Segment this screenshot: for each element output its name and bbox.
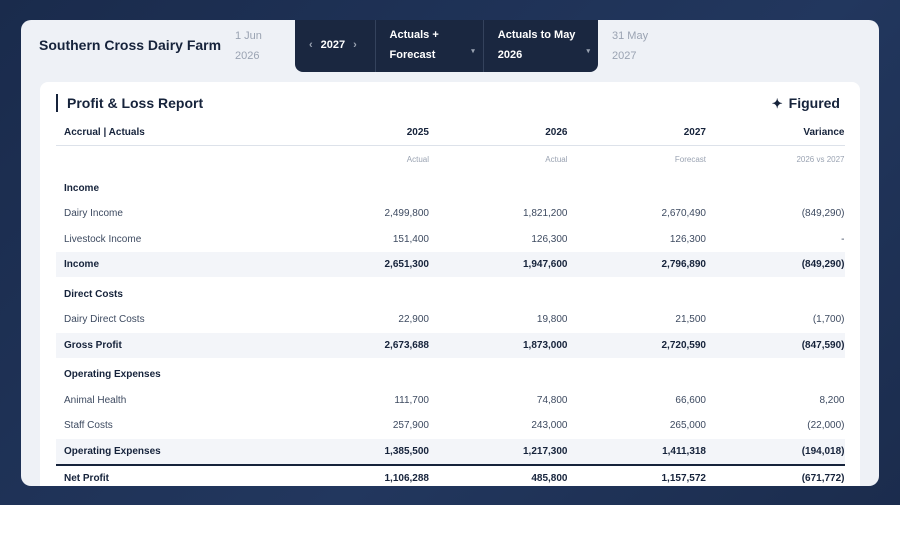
row-label: Livestock Income	[64, 233, 142, 245]
total-row: Operating Expenses 1,385,500 1,217,300 1,41…	[56, 438, 845, 464]
actuals-dropdown[interactable]: Actuals to May 2026 ▾	[484, 20, 598, 72]
column-notes: Actual Actual Forecast 2026 vs 2027	[56, 146, 845, 172]
period-tabs: ‹ 2027 › Actuals + Forecast ▾ Actuals to Ma…	[295, 20, 598, 72]
cell: 1,947,600	[523, 259, 568, 270]
cell: 22,900	[398, 314, 429, 326]
column-title: Accrual | Actuals	[64, 127, 145, 138]
cell: 19,800	[536, 314, 568, 326]
section-heading: Income	[56, 175, 845, 201]
cell: -	[841, 233, 845, 245]
cell: 1,411,318	[662, 445, 706, 457]
cell: 1,821,200	[523, 208, 568, 220]
cell: 111,700	[394, 394, 429, 406]
line-item: Dairy Direct Costs 22,900 19,800 21,500 (1,7…	[56, 307, 845, 333]
row-label: Operating Expenses	[64, 445, 161, 457]
farm-title: Southern Cross Dairy Farm	[39, 37, 222, 53]
column-note: Actual	[406, 154, 429, 164]
line-item: Livestock Income 151,400 126,300 126,300 -	[56, 227, 845, 253]
view: Actuals + Forecast	[389, 29, 439, 61]
total-row: Income 2,651,300 1,947,600 2,796,890 (849,29…	[56, 252, 845, 277]
cell: (847,590)	[801, 339, 845, 351]
column-title: 2026	[545, 127, 568, 138]
cell: (22,000)	[807, 420, 845, 432]
cell: 126,300	[531, 233, 568, 245]
cell: 1,217,300	[523, 445, 568, 457]
column-note: Actual	[545, 154, 568, 164]
section-heading: Operating Expenses	[56, 362, 845, 388]
column-title: Variance	[803, 127, 845, 138]
cell: 2,670,490	[661, 208, 707, 220]
column-title: 2025	[406, 127, 429, 138]
cell: 2,796,890	[661, 259, 707, 270]
line-item: Animal Health 111,700 74,800 66,600 8,200	[56, 388, 845, 414]
section-heading: Direct Costs	[56, 281, 845, 307]
cell: (849,290)	[801, 208, 845, 220]
heading: Operating Expenses	[64, 369, 161, 380]
report-window: Southern Cross Dairy Farm 1 Jun 2026 ‹ 20…	[21, 20, 879, 486]
column-note: 2026 vs 2027	[796, 154, 845, 164]
row-label: Income	[64, 259, 100, 270]
end-date: 31 May 2027	[612, 30, 649, 62]
cell: 8,200	[819, 394, 845, 406]
view-dropdown[interactable]: Actuals + Forecast ▾	[376, 20, 484, 72]
brand-name: Figured	[788, 95, 840, 111]
row-label: Dairy Income	[64, 208, 123, 220]
year: 2027	[320, 39, 346, 51]
column-header: Accrual | Actuals 2025 2026 2027 Variance	[56, 120, 845, 146]
cell: 74,800	[536, 394, 568, 406]
report-panel: Profit & Loss Report ✦ Figured Accrual | …	[40, 82, 860, 486]
heading: Direct Costs	[64, 288, 123, 300]
cell: (1,700)	[812, 314, 845, 326]
net-profit-row: Net Profit 1,106,288 485,800 1,157,572 (671,…	[56, 463, 845, 487]
line-item: Staff Costs 257,900 243,000 265,000 (22,000)	[56, 413, 845, 439]
cell: 126,300	[669, 233, 706, 245]
column-note: Forecast	[674, 154, 706, 164]
report-title: Profit & Loss Report	[56, 94, 203, 112]
cell: 485,800	[531, 473, 568, 484]
cell: (194,018)	[801, 445, 845, 457]
cell: 2,720,590	[661, 339, 707, 351]
cell: 1,385,500	[384, 445, 430, 457]
total-row: Gross Profit 2,673,688 1,873,000 2,720,590 (…	[56, 332, 845, 358]
cell: 1,873,000	[523, 339, 568, 351]
row-label: Gross Profit	[64, 339, 122, 351]
row-label: Dairy Direct Costs	[64, 314, 145, 326]
year-selector[interactable]: ‹ 2027 ›	[295, 20, 376, 72]
cell: (849,290)	[801, 259, 845, 270]
cell: 21,500	[675, 314, 706, 326]
cell: 2,651,300	[384, 259, 430, 270]
cell: 257,900	[392, 420, 429, 432]
line-item: Dairy Income 2,499,800 1,821,200 2,670,490 (…	[56, 201, 845, 227]
cell: 243,000	[531, 420, 568, 432]
column-title: 2027	[683, 127, 706, 138]
cell: 265,000	[669, 420, 706, 432]
cell: 66,600	[675, 394, 706, 406]
cell: 2,499,800	[384, 208, 430, 220]
cell: 1,157,572	[661, 473, 707, 484]
cell: 1,106,288	[384, 473, 430, 484]
row-label: Net Profit	[64, 473, 109, 484]
row-label: Staff Costs	[64, 420, 113, 432]
brand: ✦ Figured	[771, 95, 840, 111]
actuals-to: Actuals to May 2026	[497, 29, 576, 61]
cell: 2,673,688	[384, 339, 430, 351]
start-date: 1 Jun 2026	[235, 30, 262, 62]
heading: Income	[64, 182, 100, 194]
cell: (671,772)	[801, 473, 845, 484]
cell: 151,400	[392, 233, 429, 245]
row-label: Animal Health	[64, 394, 127, 406]
